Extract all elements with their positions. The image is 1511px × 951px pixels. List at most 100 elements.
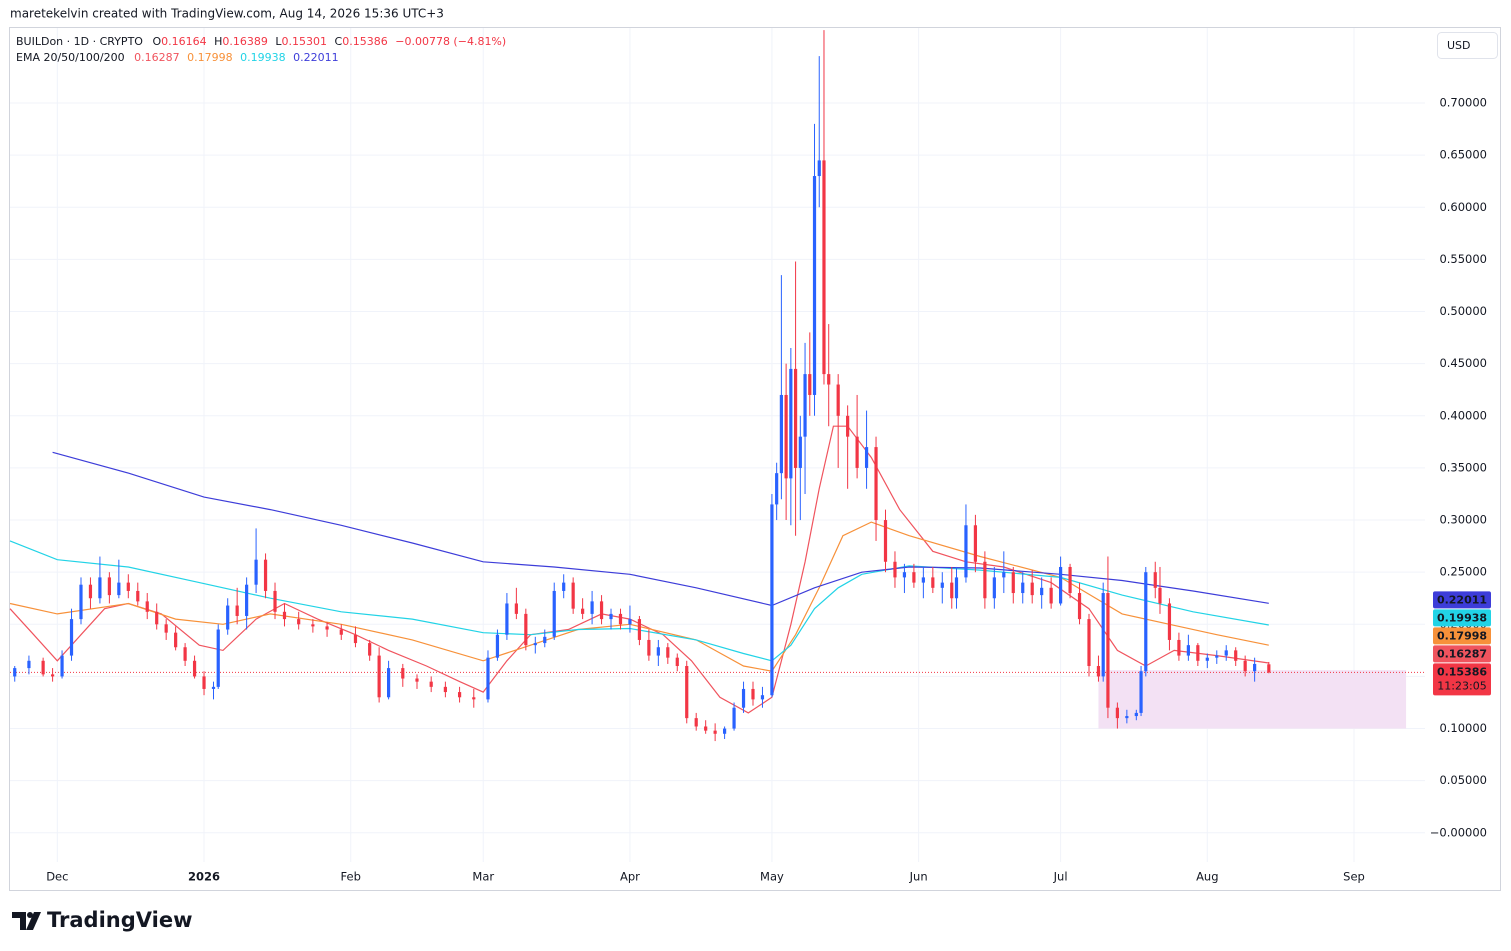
- candle-body: [1234, 650, 1238, 661]
- candle-body: [722, 728, 727, 734]
- price-label-box: [1433, 609, 1491, 627]
- y-tick-label: 0.35000: [1439, 460, 1487, 474]
- candle-body: [822, 160, 826, 375]
- candle-body: [117, 582, 121, 596]
- axes: −0.000000.050000.100000.150000.200000.25…: [46, 96, 1491, 884]
- ema-line: [9, 425, 1269, 714]
- y-tick-label: 0.55000: [1439, 252, 1487, 266]
- candle-body: [647, 639, 651, 656]
- candle-body: [637, 619, 642, 640]
- candle-body: [931, 577, 935, 588]
- candle-body: [902, 572, 907, 578]
- candle-body: [202, 676, 206, 689]
- candle-body: [543, 636, 547, 644]
- candle-body: [136, 590, 140, 602]
- candle-body: [973, 525, 978, 562]
- candle-body: [495, 634, 500, 658]
- candle-body: [1186, 645, 1190, 656]
- candle-body: [836, 384, 840, 416]
- ohlc-key: L: [275, 35, 282, 48]
- candle-body: [457, 692, 462, 698]
- ohlc-key: H: [214, 35, 222, 48]
- candle-body: [666, 647, 670, 658]
- candle-body: [263, 559, 268, 591]
- candle-body: [505, 603, 509, 635]
- candle-body: [514, 603, 518, 614]
- candle-body: [472, 697, 476, 700]
- currency-button[interactable]: [1437, 32, 1498, 59]
- legend-indicator: EMA 20/50/100/200 0.16287 0.17998 0.1993…: [16, 51, 339, 64]
- candle-body: [571, 582, 575, 609]
- candle-body: [741, 688, 746, 708]
- last-price-label: 0.15386: [1437, 665, 1487, 678]
- candle-body: [581, 608, 585, 614]
- candle-body: [155, 611, 159, 625]
- candle-body: [1059, 566, 1063, 604]
- candle-body: [13, 668, 17, 677]
- ema-line: [9, 540, 1269, 662]
- x-tick-label: Jul: [1053, 870, 1068, 884]
- candle-body: [183, 647, 187, 661]
- x-tick-label: Mar: [472, 870, 494, 884]
- candle-body: [798, 436, 802, 468]
- candle-body: [883, 520, 888, 562]
- candle-body: [713, 730, 717, 734]
- candle-body: [1049, 587, 1053, 604]
- countdown: 11:23:05: [1437, 679, 1486, 692]
- candle-body: [760, 695, 765, 700]
- candle-body: [789, 368, 793, 479]
- candle-body: [1243, 660, 1247, 672]
- x-tick-label: Apr: [620, 870, 640, 884]
- candle-body: [940, 582, 944, 588]
- attribution: maretekelvin created with TradingView.co…: [10, 7, 444, 21]
- candle-body: [590, 601, 594, 614]
- candle-body: [107, 577, 111, 596]
- candles: [13, 30, 1271, 742]
- legend-main: BUILDon · 1D · CRYPTO O0.16164 H0.16389 …: [16, 35, 506, 48]
- y-tick-label: 0.40000: [1439, 408, 1487, 422]
- candle-body: [254, 559, 258, 585]
- candle-body: [235, 605, 239, 616]
- candle-body: [41, 660, 45, 675]
- currency[interactable]: USD: [1447, 39, 1471, 52]
- logo-shape: [26, 912, 41, 930]
- candle-body: [562, 582, 566, 591]
- y-tick-label: 0.60000: [1439, 200, 1487, 214]
- candle-body: [864, 447, 869, 468]
- candle-body: [325, 626, 329, 630]
- candle-body: [401, 668, 405, 679]
- candle-body: [855, 436, 859, 468]
- candle-body: [1139, 671, 1143, 713]
- candle-body: [656, 647, 660, 656]
- candle-body: [273, 590, 277, 612]
- candle-body: [1096, 666, 1101, 677]
- candle-body: [69, 619, 74, 656]
- symbol: BUILDon · 1D · CRYPTO: [16, 35, 143, 48]
- candle-body: [950, 582, 954, 599]
- y-tick-label: 0.65000: [1439, 148, 1487, 162]
- ema-value: 0.16287: [134, 51, 180, 64]
- candle-body: [827, 374, 831, 385]
- candle-body: [443, 686, 447, 693]
- x-tick-label: 2026: [188, 870, 220, 884]
- y-tick-label: 0.45000: [1439, 356, 1487, 370]
- candle-body: [893, 561, 897, 578]
- candle-body: [874, 447, 878, 521]
- candle-body: [1040, 587, 1044, 596]
- candle-body: [1087, 619, 1091, 667]
- candle-body: [192, 660, 197, 677]
- ohlc-key: C: [335, 35, 343, 48]
- candle-body: [675, 657, 679, 667]
- candle-body: [27, 660, 31, 669]
- candle-body: [164, 624, 168, 633]
- candle-body: [779, 394, 783, 474]
- x-tick-label: Dec: [46, 870, 68, 884]
- candle-body: [226, 605, 230, 630]
- candle-body: [1134, 712, 1138, 717]
- candle-body: [1101, 593, 1105, 677]
- candle-body: [60, 655, 64, 677]
- ema-line: [9, 521, 1269, 672]
- candle-body: [1167, 603, 1172, 640]
- candle-body: [1030, 582, 1034, 596]
